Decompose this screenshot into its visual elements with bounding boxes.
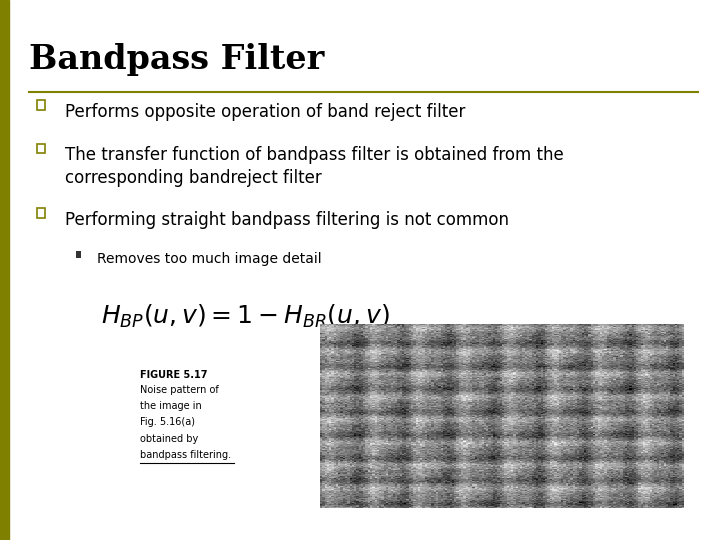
Text: $H_{BP}(u,v) = 1 - H_{BR}(u,v)$: $H_{BP}(u,v) = 1 - H_{BR}(u,v)$ bbox=[101, 302, 390, 329]
Text: Performing straight bandpass filtering is not common: Performing straight bandpass filtering i… bbox=[65, 211, 509, 228]
Text: Fig. 5.16(a): Fig. 5.16(a) bbox=[140, 417, 195, 428]
Text: Performs opposite operation of band reject filter: Performs opposite operation of band reje… bbox=[65, 103, 465, 120]
Text: obtained by: obtained by bbox=[140, 434, 199, 444]
Text: Removes too much image detail: Removes too much image detail bbox=[97, 252, 322, 266]
Text: Bandpass Filter: Bandpass Filter bbox=[29, 43, 324, 76]
Text: The transfer function of bandpass filter is obtained from the
corresponding band: The transfer function of bandpass filter… bbox=[65, 146, 564, 187]
Text: Noise pattern of: Noise pattern of bbox=[140, 385, 219, 395]
Text: the image in: the image in bbox=[140, 401, 202, 411]
Text: FIGURE 5.17: FIGURE 5.17 bbox=[140, 370, 208, 380]
Text: bandpass filtering.: bandpass filtering. bbox=[140, 450, 232, 460]
